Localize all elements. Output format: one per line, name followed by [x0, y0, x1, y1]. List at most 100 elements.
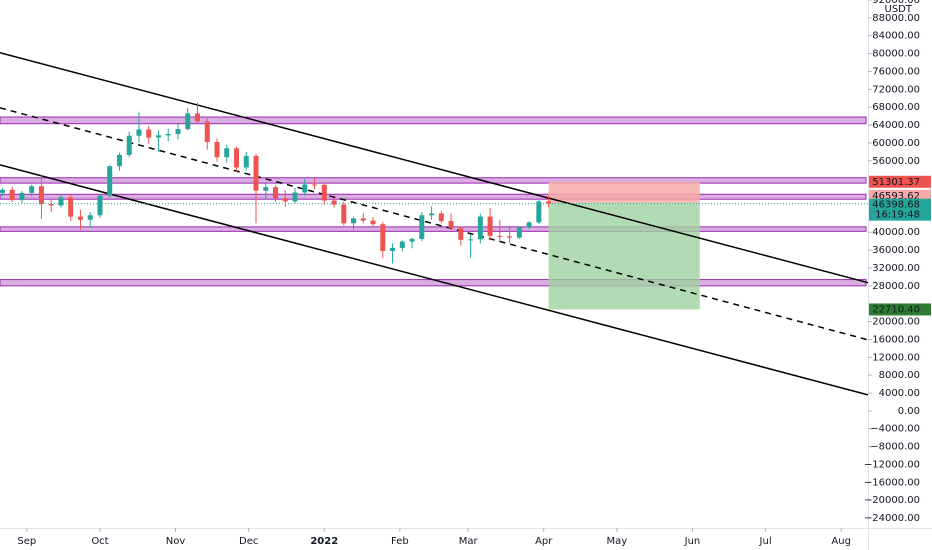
candle-body	[29, 186, 35, 193]
y-tick-label: −12000.00	[864, 459, 920, 470]
candle-body	[516, 227, 522, 238]
candle-body	[458, 228, 464, 240]
y-tick-label: 0.00	[898, 406, 920, 417]
y-tick-label: 28000.00	[872, 281, 920, 292]
candle-body	[380, 224, 386, 251]
candle-body	[253, 155, 259, 191]
y-tick-label: 56000.00	[872, 156, 920, 167]
x-tick-label: Mar	[459, 536, 479, 547]
candle-body	[97, 195, 103, 216]
candle-body	[136, 129, 142, 136]
stop-area	[548, 181, 700, 203]
candle-body	[497, 235, 503, 237]
x-tick-label: Oct	[91, 536, 108, 547]
candle-body	[38, 186, 44, 205]
y-tick-label: 32000.00	[872, 263, 920, 274]
y-tick-label: 12000.00	[872, 352, 920, 363]
y-tick-label: 68000.00	[872, 102, 920, 113]
candle-body	[194, 113, 200, 122]
candle-body	[155, 135, 161, 138]
zone	[0, 116, 867, 125]
candle-body	[204, 121, 210, 143]
x-tick-label: 2022	[310, 536, 338, 547]
stop-tag-label: 51301.37	[872, 177, 920, 188]
candle-body	[448, 221, 454, 229]
zone	[0, 177, 867, 184]
candle-body	[185, 113, 191, 130]
candle-body	[19, 192, 25, 201]
candle-body	[351, 218, 357, 224]
candle-body	[399, 241, 405, 248]
candle-body	[146, 129, 152, 138]
y-tick-label: 36000.00	[872, 245, 920, 256]
x-tick-label: Apr	[535, 536, 553, 547]
y-tick-label: 76000.00	[872, 66, 920, 77]
candle-body	[341, 204, 347, 224]
candle-body	[68, 197, 74, 217]
y-tick-label: −20000.00	[864, 495, 920, 506]
target-area	[548, 202, 700, 310]
candle-body	[214, 142, 220, 158]
candle-body	[282, 198, 288, 202]
candle-body	[87, 215, 93, 220]
x-tick-label: May	[607, 536, 628, 547]
candle-body	[468, 239, 474, 241]
y-tick-label: 8000.00	[879, 370, 920, 381]
y-tick-label: 40000.00	[872, 227, 920, 238]
candle-body	[107, 166, 113, 196]
target-tag	[869, 303, 931, 316]
candle-body	[526, 222, 532, 228]
candle-body	[370, 220, 376, 225]
last-price-tag	[869, 198, 931, 221]
candle-body	[438, 213, 444, 222]
countdown: 16:19:48	[875, 210, 920, 221]
candle-body	[126, 135, 132, 155]
target-tag-label: 22710.40	[872, 304, 920, 315]
candle-body	[234, 148, 240, 168]
y-tick-label: 88000.00	[872, 13, 920, 24]
candle-body	[390, 247, 396, 251]
y-tick-label: 4000.00	[879, 388, 920, 399]
x-tick-label: Aug	[831, 536, 851, 547]
candle-body	[487, 216, 493, 236]
candle-body	[429, 213, 435, 216]
channel-line	[0, 51, 869, 284]
candle-body	[321, 184, 327, 201]
zone	[0, 226, 867, 232]
candle-body	[419, 215, 425, 239]
y-tick-label: 84000.00	[872, 31, 920, 42]
y-tick-label: 60000.00	[872, 138, 920, 149]
candle-body	[312, 184, 318, 186]
candle-body	[546, 201, 552, 204]
candle-body	[263, 187, 269, 191]
candle-body	[224, 148, 230, 158]
y-tick-label: 20000.00	[872, 317, 920, 328]
x-tick-label: Jun	[684, 536, 701, 547]
candle-body	[48, 204, 54, 206]
candle-body	[536, 201, 542, 223]
x-tick-label: Jul	[759, 536, 772, 547]
candle-body	[116, 154, 122, 167]
y-tick-label: 16000.00	[872, 334, 920, 345]
candle-body	[243, 155, 249, 168]
x-tick-label: Feb	[391, 536, 409, 547]
y-tick-label: 64000.00	[872, 120, 920, 131]
candle-body	[409, 238, 415, 242]
candle-body	[292, 192, 298, 202]
candle-body	[165, 133, 171, 136]
candle-body	[302, 184, 308, 193]
last-price-label: 46398.68	[872, 200, 920, 211]
candle-body	[77, 216, 83, 220]
y-tick-label: 72000.00	[872, 84, 920, 95]
x-tick-label: Nov	[166, 536, 186, 547]
y-tick-label: 92000.00	[872, 0, 920, 6]
entry-tag-label: 46593.62	[872, 191, 920, 202]
channel-line	[0, 107, 869, 341]
candle-body	[360, 218, 366, 221]
candle-body	[273, 187, 279, 199]
x-tick-label: Sep	[17, 536, 36, 547]
candle-body	[0, 189, 5, 193]
y-tick-label: −24000.00	[864, 513, 920, 524]
